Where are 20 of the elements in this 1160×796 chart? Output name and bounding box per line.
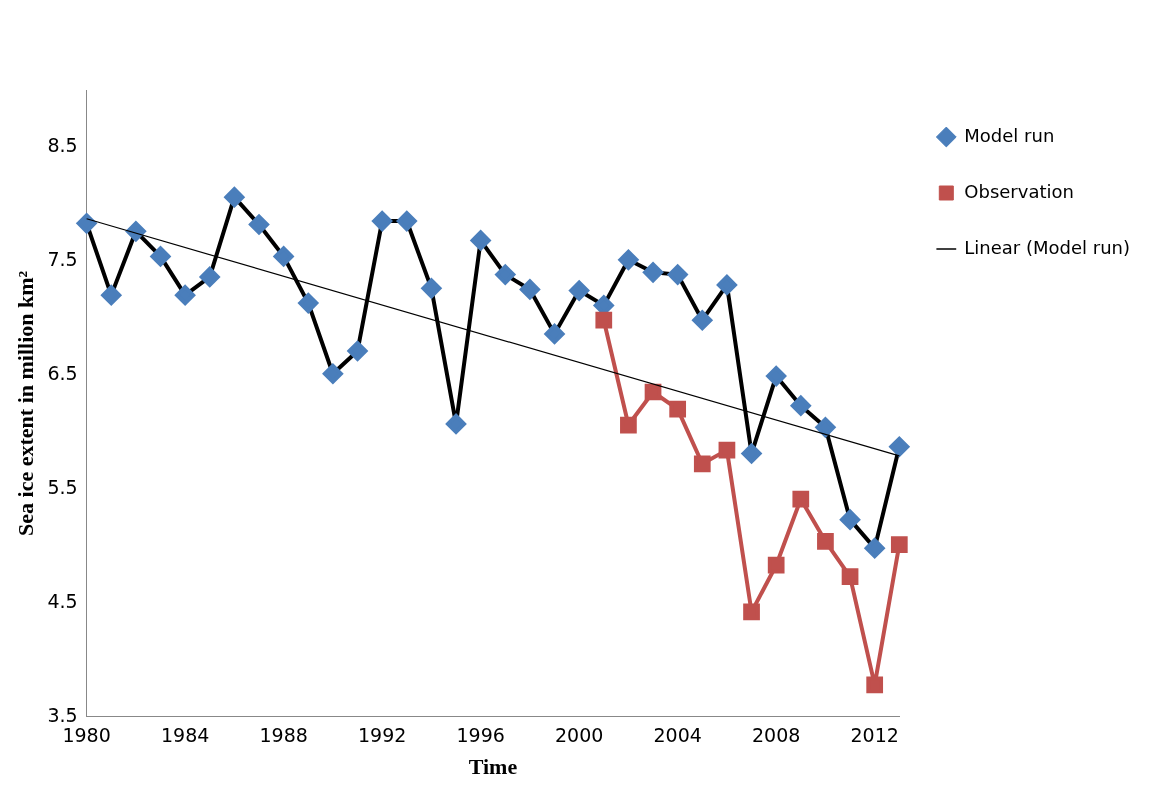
y-tick-label: 8.5: [47, 133, 78, 156]
x-tick-label: 1988: [259, 724, 308, 747]
x-tick-label: 2000: [554, 724, 604, 747]
y-tick-label: 6.5: [47, 361, 78, 384]
x-axis-title: Time: [468, 754, 518, 780]
x-tick-label: 1992: [357, 724, 407, 747]
x-tick-label: 1980: [62, 724, 111, 747]
y-tick-label: 4.5: [47, 589, 78, 612]
x-tick-label: 2008: [751, 724, 801, 747]
legend-label: Observation: [964, 180, 1074, 202]
x-tick-label: 1984: [160, 724, 210, 747]
y-axis-title: Sea ice extent in million km²: [12, 270, 38, 536]
x-tick-label: 2012: [850, 724, 899, 747]
y-tick-label: 3.5: [47, 703, 78, 726]
x-tick-label: 1996: [456, 724, 505, 747]
legend-label: Linear (Model run): [964, 236, 1131, 258]
y-tick-label: 5.5: [47, 475, 78, 498]
x-tick-label: 2004: [653, 724, 702, 747]
y-tick-label: 7.5: [47, 247, 78, 270]
legend-label: Model run: [964, 124, 1055, 146]
